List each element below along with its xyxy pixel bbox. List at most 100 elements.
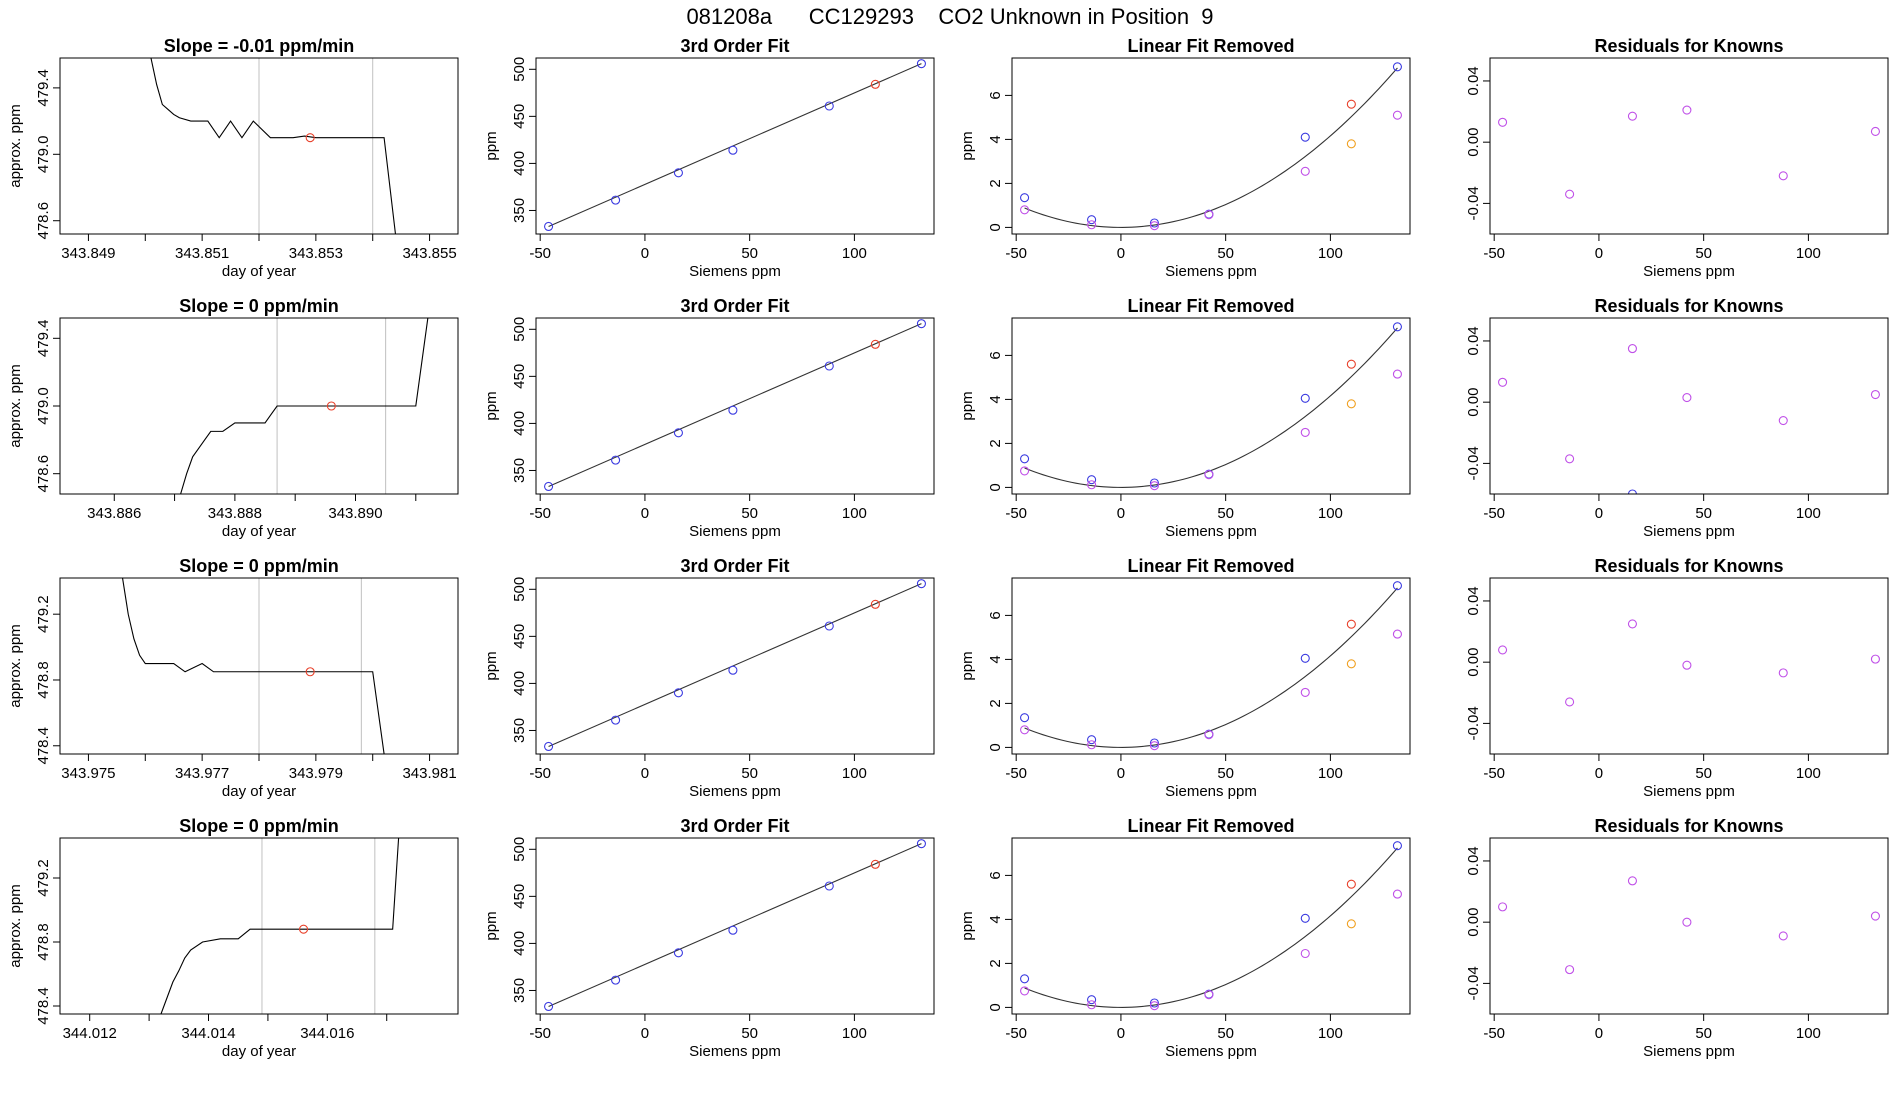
- y-tick-label: 450: [511, 104, 528, 129]
- data-point: [916, 579, 926, 589]
- data-point-highlight: [870, 599, 880, 609]
- x-tick-label: 0: [1117, 1025, 1125, 1042]
- data-point: [1392, 369, 1402, 379]
- data-point: [824, 101, 834, 111]
- y-tick-label: 0: [987, 1003, 1004, 1011]
- data-point: [1392, 581, 1402, 591]
- data-point: [1204, 730, 1214, 740]
- chart-title: Slope = 0 ppm/min: [179, 556, 339, 576]
- y-axis-label: ppm: [483, 391, 500, 420]
- y-axis-label: ppm: [959, 911, 976, 940]
- data-point: [544, 741, 554, 752]
- chart-panel-1: 343.849 343.851 343.853 343.855 478.6 479.0 47…: [7, 36, 459, 280]
- plot-frame: [1011, 577, 1411, 755]
- data-point: [1087, 220, 1097, 230]
- y-axis-label: approx. ppm: [7, 364, 24, 447]
- y-axis-label: approx. ppm: [7, 624, 24, 707]
- data-point: [1392, 889, 1402, 899]
- x-tick-label: 344.014: [181, 1025, 235, 1042]
- chart-panel-5: 343.886 343.888 343.890 478.6 479.0 479.4 Slop…: [7, 296, 459, 540]
- data-point: [1087, 740, 1097, 750]
- y-axis-label: approx. ppm: [7, 884, 24, 967]
- x-tick-label: -50: [1005, 505, 1027, 522]
- data-point: [1149, 1001, 1159, 1011]
- y-tick-label: 2: [987, 179, 1004, 187]
- chart-panel-14: -50 0 50 100 350 400 450 500 3rd Order Fit Siemen…: [483, 816, 935, 1060]
- data-point: [1300, 132, 1310, 142]
- data-point: [1498, 645, 1508, 655]
- x-tick-label: 100: [842, 1025, 867, 1042]
- data-point: [1087, 735, 1097, 745]
- x-tick-label: -50: [529, 505, 551, 522]
- chart-title: Linear Fit Removed: [1127, 556, 1294, 576]
- x-tick-label: 50: [741, 1025, 758, 1042]
- y-tick-label: 2: [987, 699, 1004, 707]
- data-point: [1300, 913, 1310, 923]
- data-point: [1300, 166, 1310, 176]
- x-tick-label: -50: [1483, 245, 1505, 262]
- fit-line: [548, 323, 922, 487]
- x-tick-label: -50: [529, 245, 551, 262]
- chart-title: 3rd Order Fit: [680, 816, 789, 836]
- series-line: [150, 58, 397, 234]
- data-point: [1565, 189, 1575, 199]
- data-point-extra: [1346, 399, 1356, 409]
- plot-area: [544, 319, 926, 492]
- x-tick-label: 0: [1117, 765, 1125, 782]
- fit-curve: [1024, 847, 1398, 1008]
- x-tick-label: 343.855: [402, 245, 456, 262]
- x-axis-label: day of year: [222, 1043, 296, 1060]
- y-axis-label: ppm: [483, 651, 500, 680]
- x-axis-label: Siemens ppm: [1165, 263, 1257, 280]
- x-tick-label: 50: [1217, 245, 1234, 262]
- plot-area: [544, 579, 926, 752]
- y-tick-label: 400: [511, 151, 528, 176]
- data-point: [1870, 126, 1880, 137]
- data-point: [1682, 660, 1692, 670]
- plot-frame: [59, 837, 459, 1015]
- x-axis-label: day of year: [222, 263, 296, 280]
- series-line: [121, 578, 385, 754]
- x-tick-label: 343.981: [402, 765, 456, 782]
- y-tick-label: 479.4: [35, 320, 52, 358]
- chart-panel-12: -50 0 50 100 -0.04 0.00 0.04 Residuals for Know…: [1465, 556, 1889, 800]
- data-point-extra: [1346, 919, 1356, 929]
- data-point: [728, 925, 738, 935]
- data-point: [1020, 986, 1030, 996]
- plot-frame: [535, 317, 935, 495]
- data-point: [1149, 738, 1159, 748]
- x-tick-label: 0: [641, 765, 649, 782]
- x-tick-label: 100: [1796, 245, 1821, 262]
- data-point: [1300, 653, 1310, 663]
- chart-panel-4: -50 0 50 100 -0.04 0.00 0.04 Residuals for Know…: [1465, 36, 1889, 280]
- plot-area: [1498, 619, 1880, 707]
- data-point-highlight: [1346, 619, 1356, 629]
- x-tick-label: -50: [1005, 245, 1027, 262]
- data-point: [1300, 948, 1310, 959]
- x-tick-label: 50: [1695, 765, 1712, 782]
- plot-area: [180, 318, 429, 494]
- x-axis-label: day of year: [222, 523, 296, 540]
- x-tick-label: 100: [1318, 1025, 1343, 1042]
- x-tick-label: 100: [1796, 1025, 1821, 1042]
- data-point: [1300, 427, 1310, 437]
- y-tick-label: 479.2: [35, 859, 52, 897]
- data-point: [1498, 377, 1508, 387]
- data-point: [611, 715, 621, 725]
- plot-area: [121, 578, 385, 754]
- x-axis-label: Siemens ppm: [1165, 523, 1257, 540]
- x-axis-label: day of year: [222, 783, 296, 800]
- data-point-highlight: [870, 339, 880, 349]
- data-point: [1020, 725, 1030, 735]
- x-tick-label: 343.975: [61, 765, 115, 782]
- y-tick-label: 0.00: [1465, 908, 1482, 937]
- chart-title: Residuals for Knowns: [1594, 816, 1783, 836]
- fit-line: [548, 843, 922, 1007]
- chart-panel-6: -50 0 50 100 350 400 450 500 3rd Order Fit Siemen…: [483, 296, 935, 540]
- x-tick-label: 50: [1217, 1025, 1234, 1042]
- y-tick-label: 4: [987, 135, 1004, 143]
- x-tick-label: 343.888: [208, 505, 262, 522]
- data-point: [1392, 322, 1402, 332]
- chart-panel-3: -50 0 50 100 0 2 4 6 Linear Fit Removed Siemens p…: [959, 36, 1411, 280]
- x-axis-label: Siemens ppm: [689, 523, 781, 540]
